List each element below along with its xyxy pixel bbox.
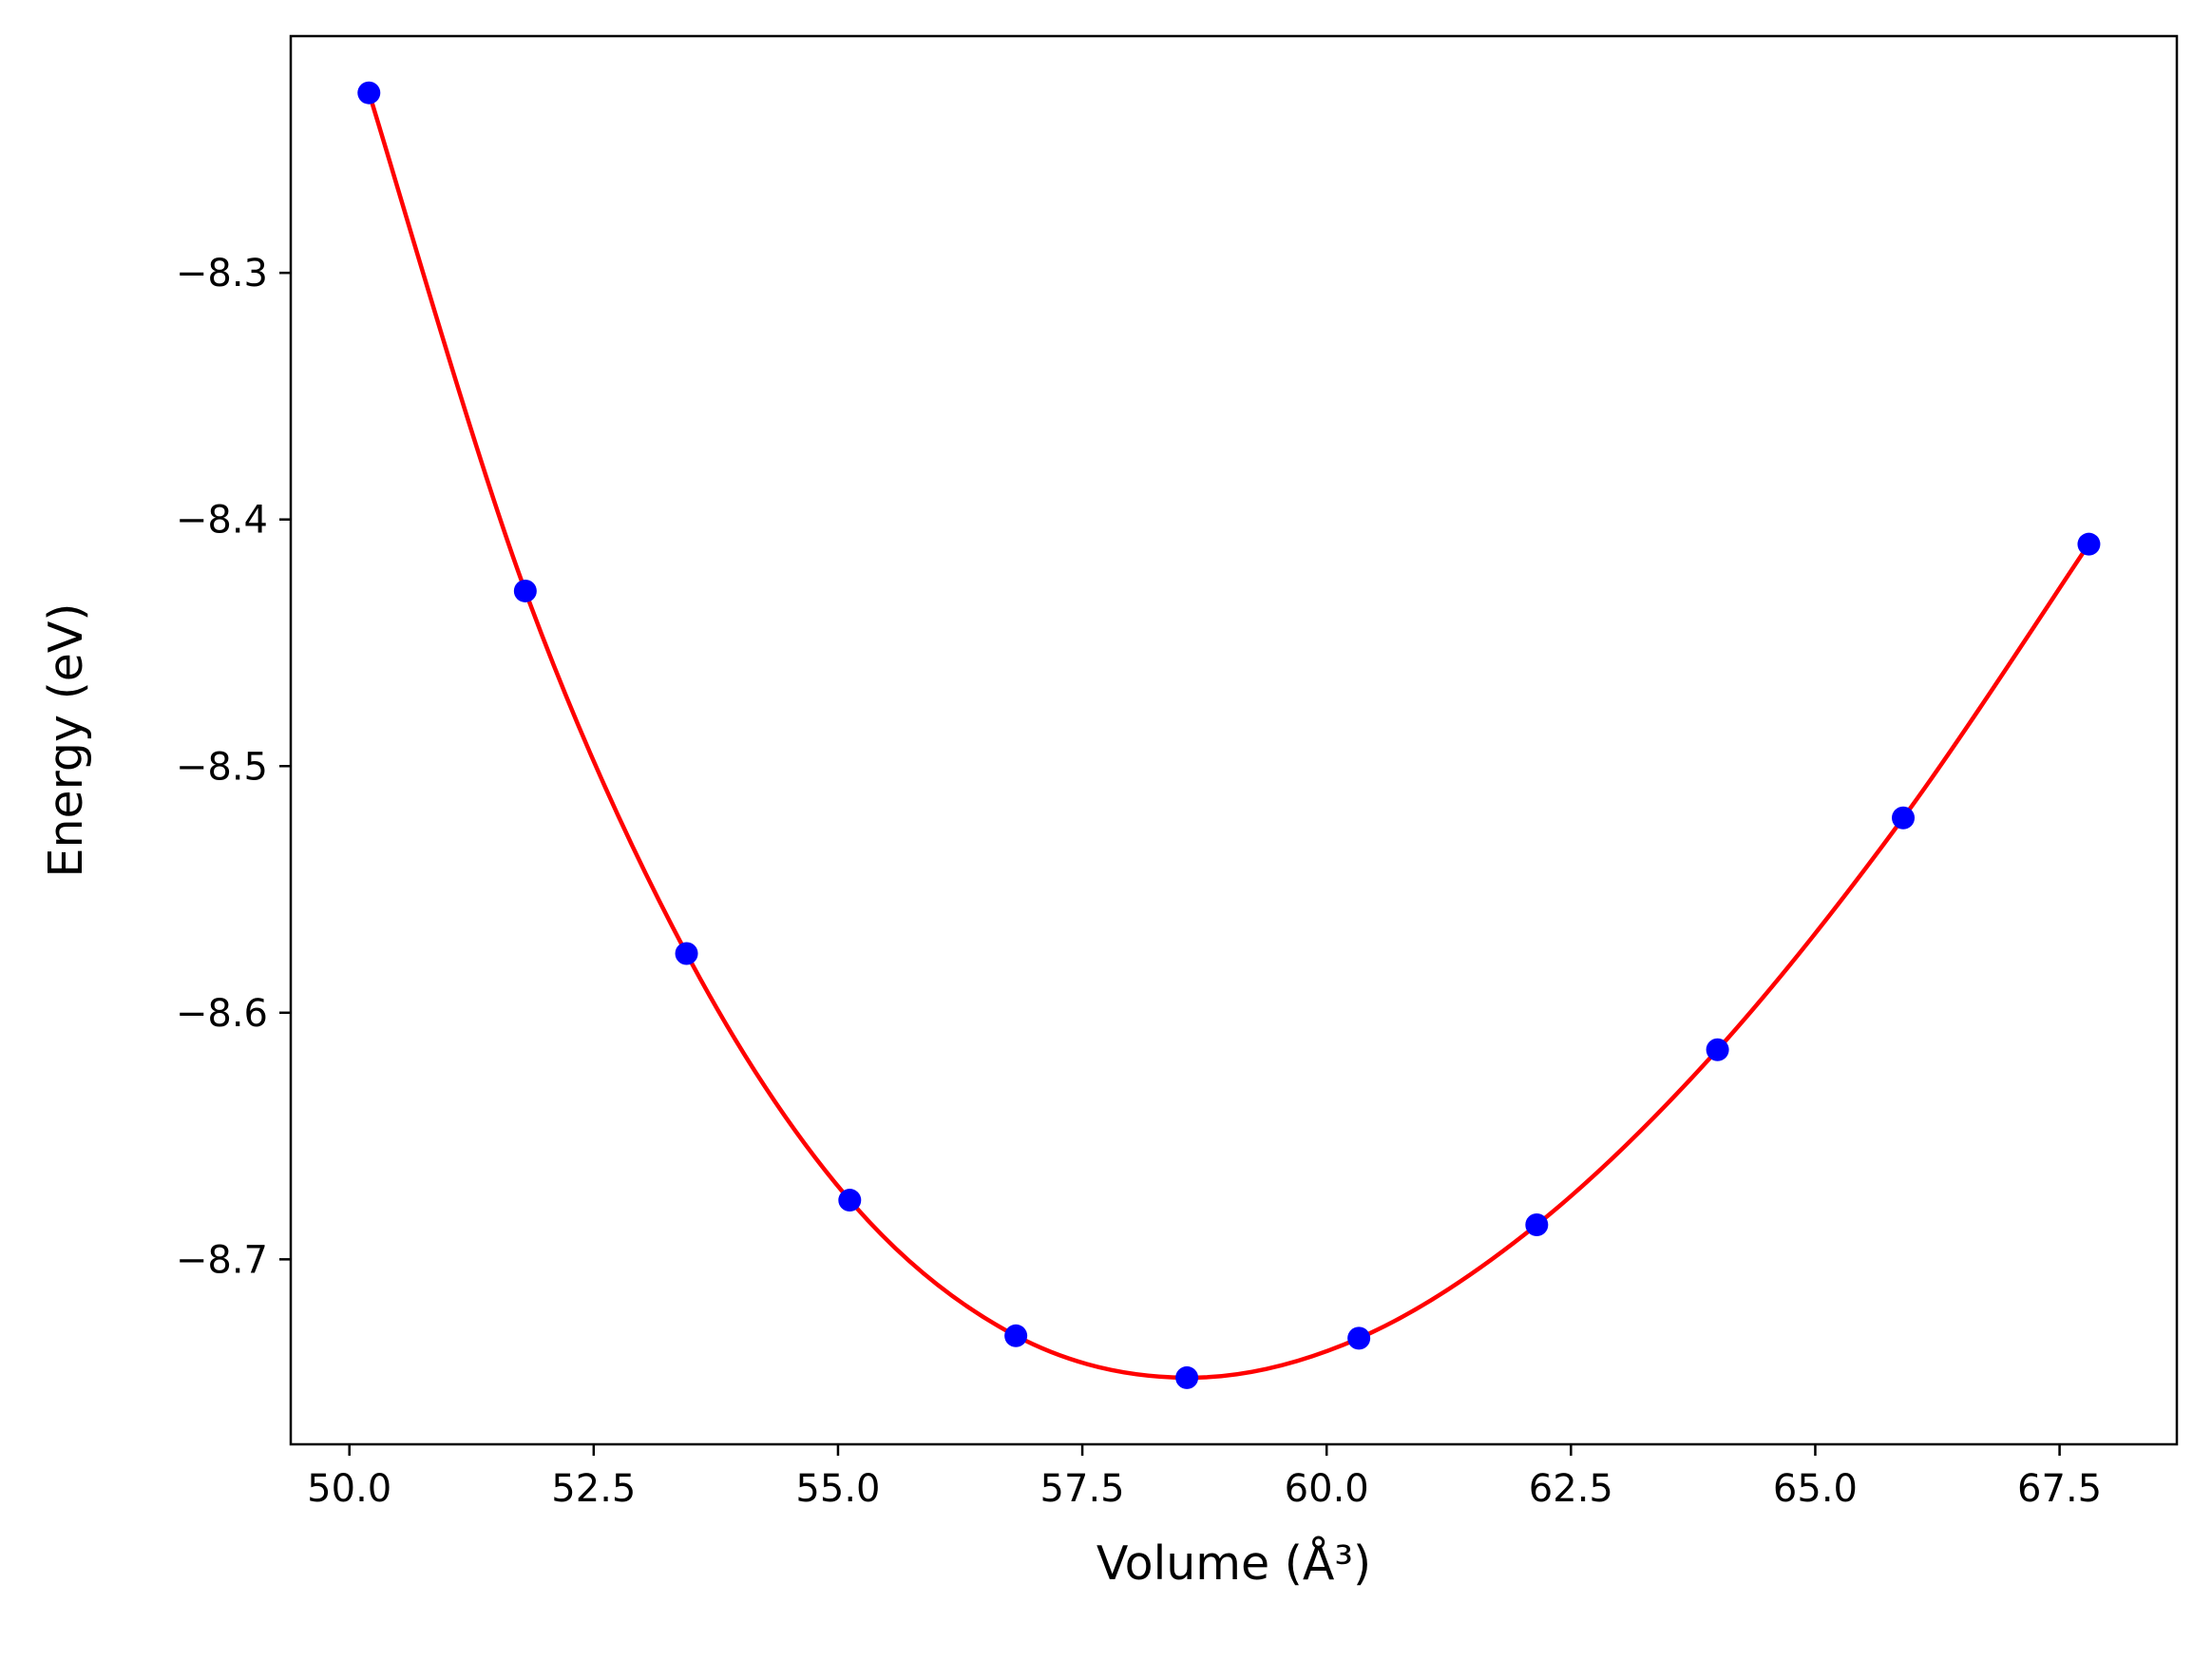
y-tick-label: −8.5 <box>176 745 268 789</box>
data-point <box>675 942 698 965</box>
fit-curve-layer <box>367 92 2091 1381</box>
data-point <box>838 1189 862 1212</box>
y-tick-label: −8.3 <box>176 252 268 296</box>
y-axis: −8.3 −8.4 −8.5 −8.6 −8.7 <box>176 252 291 1282</box>
data-point <box>1004 1324 1028 1347</box>
data-point <box>1175 1365 1199 1389</box>
x-tick-label: 55.0 <box>795 1467 880 1511</box>
data-point <box>513 579 537 602</box>
data-point <box>357 81 381 105</box>
x-tick-label: 62.5 <box>1529 1467 1613 1511</box>
data-point <box>2077 532 2101 556</box>
data-points-layer <box>357 81 2101 1389</box>
y-tick-label: −8.6 <box>176 992 268 1036</box>
x-axis-label: Volume (Å³) <box>1096 1535 1371 1591</box>
x-tick-label: 57.5 <box>1040 1467 1125 1511</box>
x-tick-label: 50.0 <box>307 1467 391 1511</box>
y-tick-label: −8.4 <box>176 499 268 543</box>
x-tick-label: 60.0 <box>1285 1467 1369 1511</box>
y-tick-label: −8.7 <box>176 1238 268 1282</box>
plot-frame <box>289 34 2179 1446</box>
x-axis: 50.0 52.5 55.0 57.5 60.0 62.5 65.0 67.5 <box>307 1444 2102 1511</box>
data-point <box>1525 1213 1549 1237</box>
data-point <box>1892 806 1916 830</box>
plot-area <box>289 34 2179 1446</box>
data-point <box>1347 1326 1371 1350</box>
x-tick-label: 52.5 <box>551 1467 636 1511</box>
x-tick-label: 65.0 <box>1773 1467 1858 1511</box>
data-point <box>1706 1038 1729 1061</box>
y-axis-label: Energy (eV) <box>39 602 93 877</box>
x-tick-label: 67.5 <box>2017 1467 2102 1511</box>
fit-curve <box>367 92 2091 1381</box>
